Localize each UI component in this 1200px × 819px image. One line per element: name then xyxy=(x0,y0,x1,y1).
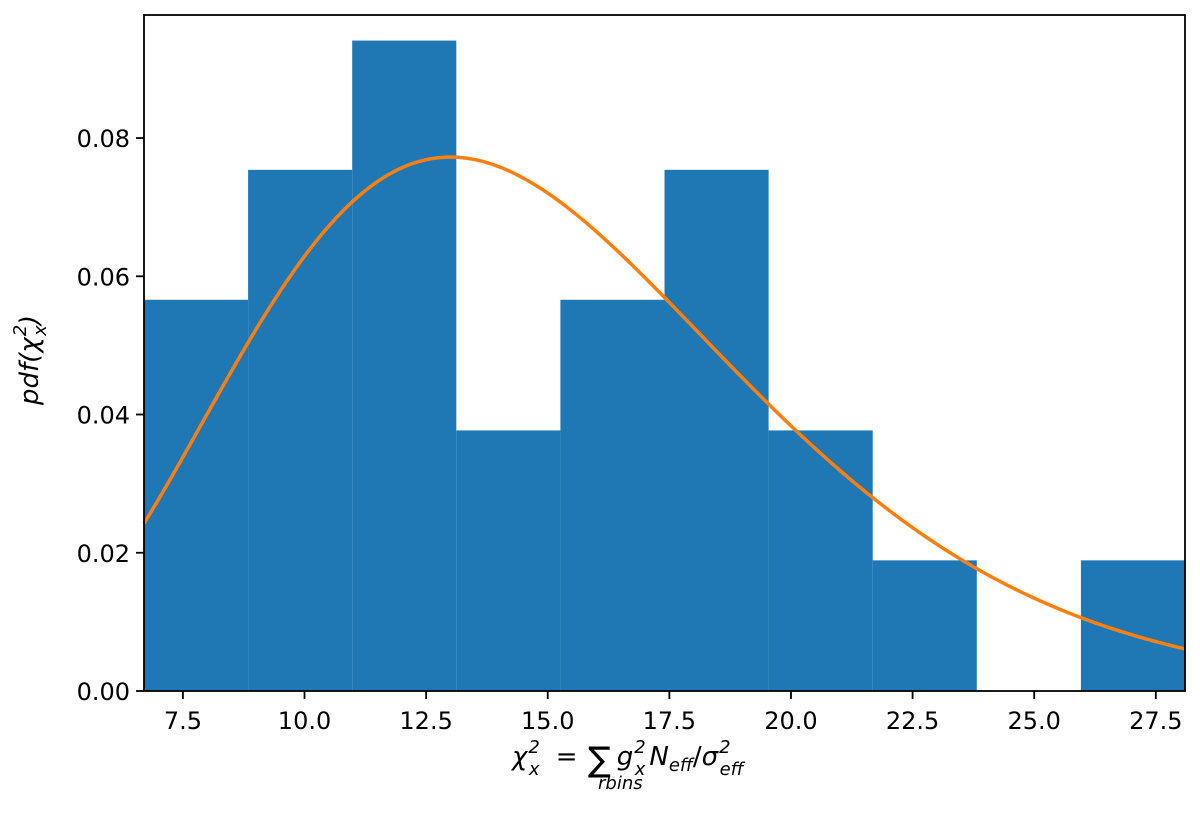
svg-text:pdf(χ2x): pdf(χ2x) xyxy=(10,315,51,406)
y-axis-title: pdf(χ2x) xyxy=(10,315,51,406)
histogram-bar xyxy=(872,560,977,691)
x-tick-label: 20.0 xyxy=(764,707,817,735)
density-curve xyxy=(142,155,1186,651)
y-tick-label: 0.02 xyxy=(77,540,130,568)
y-tick-label: 0.06 xyxy=(77,263,130,291)
x-tick-label: 10.0 xyxy=(278,707,331,735)
histogram-bar xyxy=(664,169,769,691)
y-tick-label: 0.04 xyxy=(77,402,130,430)
histogram-bar xyxy=(560,299,665,691)
y-axis-ticks: 0.00 0.02 0.04 0.06 0.08 xyxy=(77,125,144,706)
plot-frame xyxy=(143,14,1186,692)
y-tick-label: 0.00 xyxy=(77,678,130,706)
histogram-bar xyxy=(1080,560,1185,691)
y-tick-label: 0.08 xyxy=(77,125,130,153)
x-axis-title: χ2 x = ∑ g2 x Neff/σ2 eff rbins xyxy=(510,737,746,794)
x-axis-ticks: 7.5 10.0 12.5 15.0 17.5 20.0 22.5 25.0 27.5 xyxy=(164,691,1183,735)
x-tick-label: 22.5 xyxy=(886,707,939,735)
histogram-bar xyxy=(352,40,457,691)
histogram-bars xyxy=(144,40,1185,691)
x-tick-label: 15.0 xyxy=(521,707,574,735)
x-tick-label: 27.5 xyxy=(1129,707,1182,735)
histogram-bar xyxy=(248,169,353,691)
svg-text:rbins: rbins xyxy=(598,773,643,794)
histogram-bar xyxy=(768,430,873,691)
x-tick-label: 7.5 xyxy=(164,707,202,735)
histogram-bar xyxy=(456,430,561,691)
x-tick-label: 12.5 xyxy=(399,707,452,735)
x-tick-label: 17.5 xyxy=(643,707,696,735)
x-tick-label: 25.0 xyxy=(1007,707,1060,735)
